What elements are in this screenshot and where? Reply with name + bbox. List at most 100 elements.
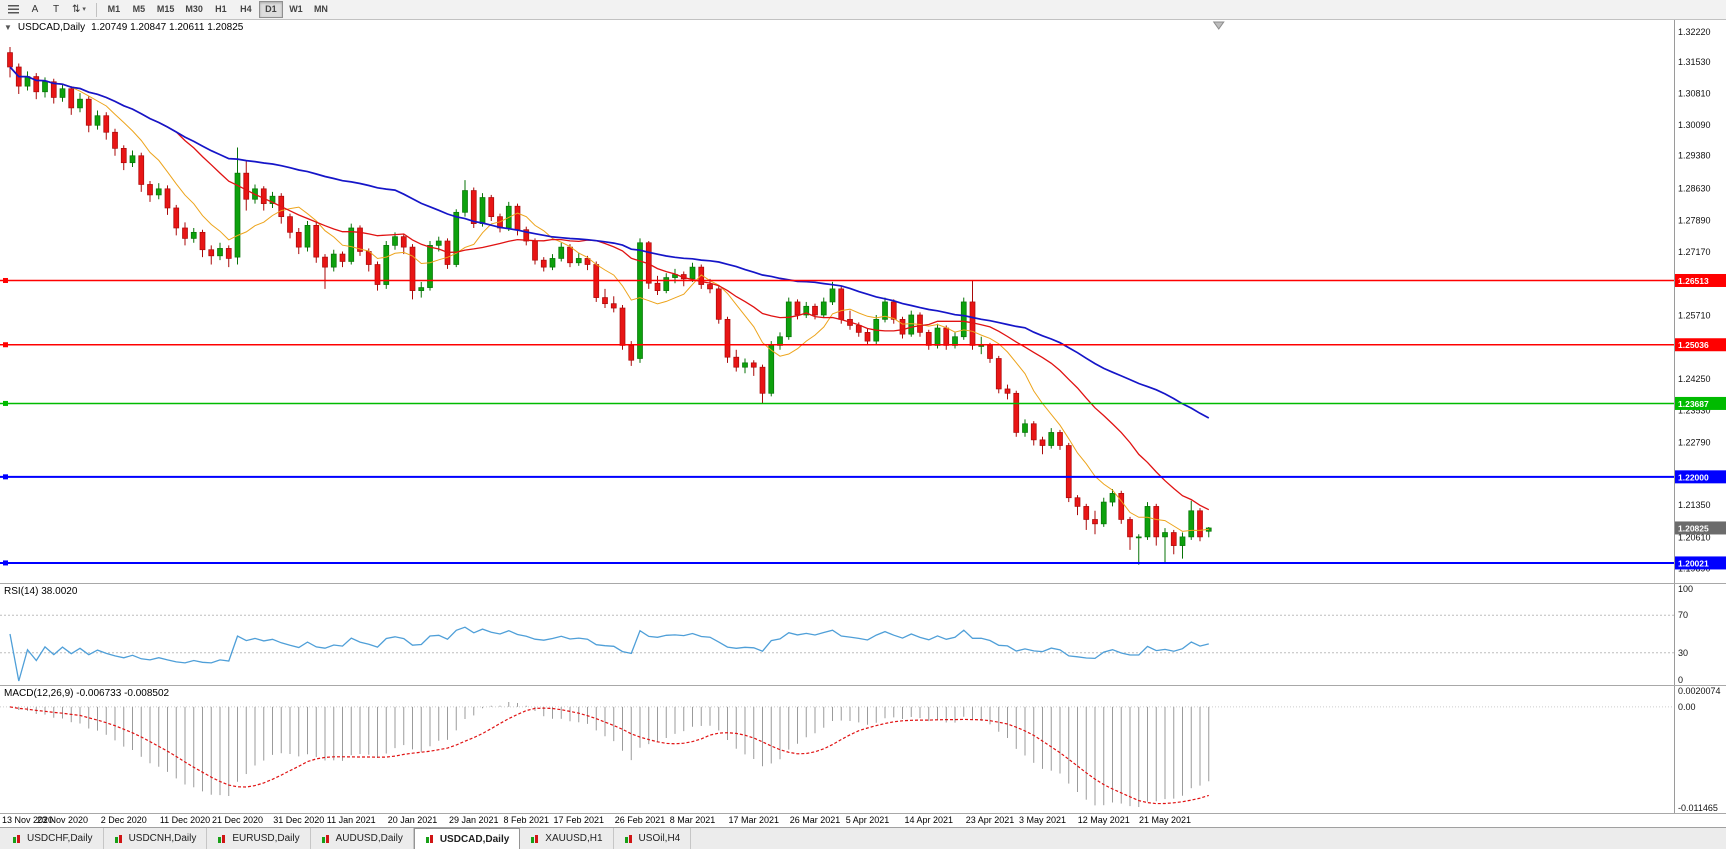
svg-text:30: 30 [1678,648,1688,658]
price-axis[interactable] [1675,20,1726,583]
chart-tab-eurusd[interactable]: EURUSD,Daily [207,828,311,849]
timeframe-button-m15[interactable]: M15 [152,1,180,18]
main-chart-canvas: 1.32220 1.31530 1.30810 1.30090 1.29380 1.286… [0,20,1726,583]
chart-tab-label: USDCHF,Daily [27,833,93,844]
cursor-tool-button[interactable]: A [25,1,45,18]
svg-text:0.0020074: 0.0020074 [1678,686,1721,696]
chart-shift-marker[interactable] [1212,21,1225,30]
date-tick-label: 20 Jan 2021 [387,815,438,825]
chart-tab-usoil[interactable]: USOil,H4 [613,828,692,849]
macd-signal-line [9,706,1209,805]
price-badge: 1.22000 [1675,470,1726,484]
date-tick-label: 17 Mar 2021 [728,815,780,825]
svg-text:70: 70 [1678,610,1688,620]
mini-chart-icon [321,834,329,843]
macd-indicator-panel[interactable]: 0.0020074 0.00 -0.011465 MACD(12,26,9) -0.… [0,685,1726,813]
toolbar-separator [95,2,97,17]
timeframe-button-mn[interactable]: MN [309,1,333,18]
line-drag-handle[interactable] [3,560,8,566]
price-badge: 1.20825 [1675,521,1726,535]
chart-tab-usdcnh[interactable]: USDCNH,Daily [103,828,208,849]
date-tick-label: 21 Dec 2020 [211,815,264,825]
svg-text:100: 100 [1678,584,1693,594]
chart-tab-usdchf[interactable]: USDCHF,Daily [2,828,104,849]
ma-line-20 [9,66,1210,511]
svg-text:1.30090: 1.30090 [1678,120,1711,130]
timeframe-button-h4[interactable]: H4 [234,1,258,18]
main-chart-panel[interactable]: 1.32220 1.31530 1.30810 1.30090 1.29380 1.286… [0,20,1726,583]
mini-chart-icon [13,834,20,843]
scale-tool-button[interactable]: ⇅ ▾ [67,1,91,18]
timeframe-button-m30[interactable]: M30 [180,1,208,18]
svg-text:1.32220: 1.32220 [1678,27,1711,37]
svg-text:1.30810: 1.30810 [1678,89,1711,99]
line-drag-handle[interactable] [3,277,8,283]
date-tick-label: 31 Dec 2020 [273,815,325,825]
svg-text:1.31530: 1.31530 [1678,57,1711,67]
mini-chart-icon [531,834,539,843]
scale-arrows-icon: ⇅ [72,3,81,15]
price-badge: 1.26513 [1675,273,1726,287]
collapse-trade-panel-icon[interactable]: ▼ [4,23,12,32]
line-drag-handle[interactable] [3,474,8,480]
svg-text:1.24250: 1.24250 [1678,374,1711,384]
date-tick-label: 11 Jan 2021 [326,815,376,825]
chart-tab-label: USDCNH,Daily [128,833,197,844]
timeframe-group: M1 M5 M15 M30 H1 H4 D1 W1 MN [102,1,333,18]
macd-histogram [18,701,1210,808]
date-tick-label: 17 Feb 2021 [553,815,605,825]
svg-text:1.27890: 1.27890 [1678,216,1711,226]
menu-icon [8,5,19,14]
date-tick-label: 8 Mar 2021 [669,815,716,825]
toolbar: A T ⇅ ▾ M1 M5 M15 M30 H1 H4 D1 W1 MN [0,0,1726,20]
date-tick-label: 12 May 2021 [1077,815,1130,825]
date-axis[interactable]: 13 Nov 2020 23 Nov 2020 2 Dec 2020 11 Dec 2… [0,813,1726,827]
svg-text:1.25710: 1.25710 [1678,310,1711,320]
rsi-indicator-panel[interactable]: 100 70 30 0 RSI(14) 38.0020 [0,583,1726,685]
svg-text:1.20610: 1.20610 [1678,532,1711,542]
text-tool-button[interactable]: T [46,1,66,18]
caret-down-icon: ▾ [82,6,86,13]
timeframe-button-w1[interactable]: W1 [284,1,308,18]
price-badge: 1.20021 [1675,556,1726,570]
svg-text:-0.011465: -0.011465 [1678,803,1718,813]
date-tick-label: 3 May 2021 [1018,815,1067,825]
svg-text:1.22000: 1.22000 [1678,472,1709,482]
line-drag-handle[interactable] [3,400,8,406]
svg-text:1.20825: 1.20825 [1678,523,1709,533]
charts-menu-button[interactable] [3,1,24,18]
svg-text:1.29380: 1.29380 [1678,151,1711,161]
date-tick-label: 26 Feb 2021 [614,815,666,825]
chart-tab-label: XAUUSD,H1 [545,833,603,844]
chart-tab-xauusd[interactable]: XAUUSD,H1 [520,828,614,849]
date-tick-label: 11 Dec 2020 [159,815,211,825]
svg-text:1.28630: 1.28630 [1678,183,1711,193]
svg-text:1.20021: 1.20021 [1678,558,1709,568]
price-badge: 1.23687 [1675,396,1726,410]
date-tick-label: 23 Nov 2020 [36,815,89,825]
timeframe-button-m5[interactable]: M5 [127,1,151,18]
chart-tab-label: USDCAD,Daily [439,833,510,845]
ma-line-45 [9,66,1210,419]
svg-text:1.26513: 1.26513 [1678,276,1709,286]
price-badge: 1.25036 [1675,338,1726,352]
svg-text:1.25036: 1.25036 [1678,340,1709,350]
timeframe-button-m1[interactable]: M1 [102,1,126,18]
chart-tab-usdcad[interactable]: USDCAD,Daily [413,828,521,849]
date-tick-label: 13 Nov 2020 [2,815,54,825]
svg-text:1.23530: 1.23530 [1678,405,1711,415]
ma-line-8 [9,66,1209,532]
chart-tab-label: USOil,H4 [638,833,681,844]
chart-tab-audusd[interactable]: AUDUSD,Daily [310,828,414,849]
svg-text:1.23687: 1.23687 [1678,399,1709,409]
rsi-line [9,626,1209,682]
timeframe-button-h1[interactable]: H1 [209,1,233,18]
svg-text:1.27170: 1.27170 [1678,247,1711,257]
line-drag-handle[interactable] [3,342,8,348]
svg-text:1.21350: 1.21350 [1678,500,1711,510]
svg-text:0: 0 [1678,675,1683,685]
mini-chart-icon [425,835,433,843]
mini-chart-icon [218,834,226,843]
timeframe-button-d1[interactable]: D1 [258,1,283,18]
